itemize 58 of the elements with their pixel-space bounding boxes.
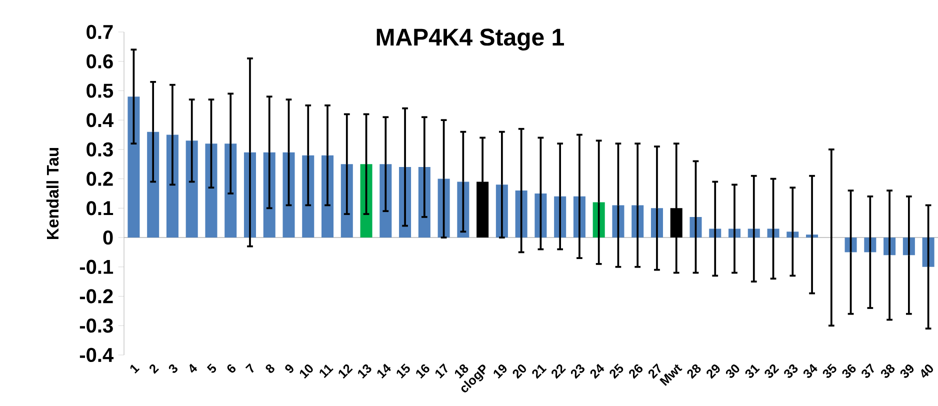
- x-tick-label: 27: [648, 363, 661, 379]
- bar: [147, 132, 160, 238]
- y-tick-label: -0.4: [80, 348, 114, 362]
- x-tick-label: 17: [435, 363, 448, 378]
- bar: [205, 144, 218, 238]
- x-tick-label: 30: [726, 364, 740, 378]
- y-tick-label: 0.3: [86, 142, 113, 157]
- x-tick-label: 6: [227, 364, 236, 373]
- x-tick-label: 8: [266, 364, 274, 373]
- x-tick-label: 33: [784, 364, 798, 378]
- y-tick-label: 0: [103, 230, 113, 245]
- y-tick-label: 0.6: [86, 54, 113, 68]
- x-tick-label: 1: [130, 364, 140, 374]
- x-tick-label: 39: [900, 364, 914, 378]
- x-tick-label: 25: [610, 364, 624, 379]
- x-tick-label: 21: [532, 364, 547, 379]
- x-tick-label: 26: [629, 364, 643, 379]
- x-tick-label: 2: [150, 364, 159, 374]
- x-tick-label: 37: [862, 363, 874, 378]
- y-tick-label: 0.5: [86, 84, 114, 98]
- x-tick-label: 16: [416, 364, 430, 379]
- x-tick-label: 22: [552, 364, 566, 379]
- x-tick-label: 11: [320, 364, 334, 378]
- y-tick-label: 0.2: [86, 172, 113, 186]
- x-tick-label: 20: [512, 364, 526, 379]
- x-tick-label: 9: [285, 364, 294, 373]
- x-tick-label: 23: [570, 364, 584, 379]
- x-tick-label: 13: [358, 364, 372, 379]
- y-tick-label: -0.2: [80, 289, 113, 304]
- x-tick-label: 19: [494, 364, 507, 379]
- x-tick-label: 24: [590, 364, 604, 379]
- y-tick-label: 0.1: [86, 201, 114, 216]
- bar: [186, 140, 198, 238]
- x-tick-label: 36: [842, 364, 856, 378]
- x-tick-label: 35: [822, 364, 836, 378]
- x-tick-label: 4: [190, 364, 198, 373]
- x-tick-label: 14: [377, 364, 391, 378]
- x-tick-label: 3: [168, 364, 178, 373]
- x-tick-label: 29: [706, 364, 720, 379]
- x-tick-label: 7: [245, 363, 254, 373]
- x-tick-label: 5: [206, 364, 216, 373]
- y-tick-label: 0.7: [86, 24, 113, 40]
- x-tick-label: 12: [338, 364, 353, 379]
- x-tick-label: 31: [745, 364, 760, 378]
- x-tick-label: Mwt: [660, 364, 682, 386]
- x-tick-label: 28: [687, 364, 701, 379]
- y-axis-title: Kendall Tau: [46, 148, 59, 239]
- x-tick-label: 34: [803, 364, 818, 378]
- y-tick-label: 0.4: [86, 112, 114, 128]
- y-tick-label: -0.3: [80, 318, 113, 333]
- bar: [128, 96, 140, 238]
- x-tick-label: 40: [921, 364, 933, 378]
- x-tick-label: 15: [396, 364, 410, 378]
- x-tick-label: 32: [764, 364, 780, 378]
- y-tick-label: -0.1: [80, 260, 114, 274]
- x-tick-label: 10: [300, 364, 313, 379]
- x-tick-label: 38: [881, 364, 895, 378]
- chart-title: MAP4K4 Stage 1: [376, 28, 564, 51]
